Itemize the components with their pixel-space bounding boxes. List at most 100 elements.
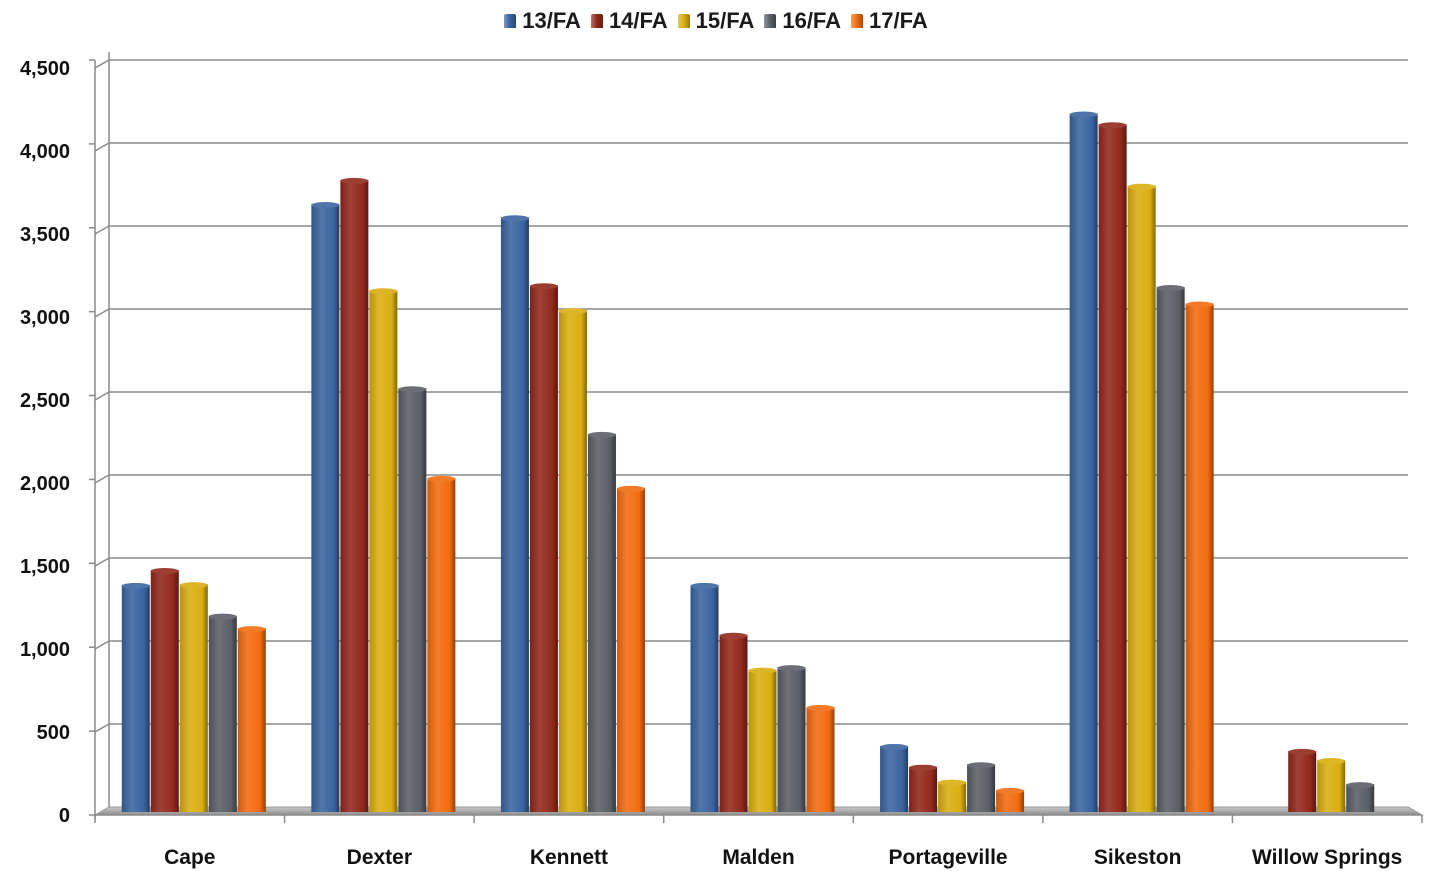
gridline-diagonal <box>94 308 110 318</box>
bar <box>748 669 777 812</box>
bar-cap <box>208 613 237 620</box>
bar-cap <box>996 787 1025 794</box>
legend-item-14fa: 14/FA <box>590 8 668 34</box>
bar-cap <box>777 665 806 672</box>
bar-cap <box>311 201 340 208</box>
bar-cap <box>806 704 835 711</box>
bar <box>1346 784 1375 812</box>
legend-item-16fa: 16/FA <box>764 8 841 34</box>
bar <box>909 766 938 812</box>
bar <box>1098 124 1127 812</box>
y-tick-label: 3,000 <box>20 307 70 329</box>
bar-cap <box>121 582 150 589</box>
bar-cap <box>967 762 996 769</box>
y-tick-label: 1,500 <box>20 556 70 578</box>
legend-swatch-15fa <box>677 14 690 28</box>
bar-cap <box>1288 748 1317 755</box>
bar <box>150 569 179 812</box>
bar <box>369 290 398 812</box>
bar <box>1317 760 1346 812</box>
bar <box>719 634 748 812</box>
bar <box>587 433 616 812</box>
bar-cap <box>587 431 616 438</box>
legend-swatch-16fa <box>764 14 777 28</box>
legend-item-15fa: 15/FA <box>677 8 755 34</box>
bar-cap <box>237 626 266 633</box>
bar-cap <box>690 582 719 589</box>
bar-cap <box>1346 782 1375 789</box>
gridline-diagonal <box>94 225 110 235</box>
bar <box>616 487 645 812</box>
bar-cap <box>1098 122 1127 129</box>
x-axis-labels: Cape Dexter Kennett Malden Portageville Sikes… <box>164 846 1402 869</box>
y-tick-label: 4,000 <box>20 141 70 163</box>
bar <box>398 388 427 812</box>
bar <box>690 584 719 812</box>
bar <box>427 477 456 812</box>
bar-cap <box>880 743 909 750</box>
gridline-diagonal <box>94 59 110 69</box>
gridline-diagonal <box>94 391 110 401</box>
bar-cap <box>529 283 558 290</box>
bar <box>967 764 996 812</box>
bar <box>1288 750 1317 812</box>
bar <box>237 628 266 812</box>
bar <box>311 203 340 812</box>
gridline-diagonal <box>94 723 110 733</box>
bar-cap <box>558 308 587 315</box>
bar <box>777 667 806 812</box>
bar <box>1156 286 1185 813</box>
legend-label-16fa: 16/FA <box>782 8 842 33</box>
bar-cap <box>398 386 427 393</box>
y-tick-label: 3,500 <box>20 224 70 246</box>
gridline-diagonal <box>94 640 110 650</box>
bar <box>996 789 1025 812</box>
legend-label-13fa: 13/FA <box>522 8 581 33</box>
legend-label-14fa: 14/FA <box>608 8 668 33</box>
y-tick-label: 0 <box>59 805 70 827</box>
bar-cap <box>1185 301 1214 308</box>
bar-cap <box>909 764 938 771</box>
gridline-diagonal <box>94 142 110 152</box>
legend-swatch-17fa <box>851 14 864 28</box>
legend-label-15fa: 15/FA <box>695 8 755 33</box>
legend-swatch-13fa <box>504 14 517 28</box>
bar-cap <box>340 177 369 184</box>
legend-swatch-14fa <box>590 14 603 28</box>
bar <box>1127 185 1156 812</box>
bar-cap <box>616 485 645 492</box>
y-tick-label: 500 <box>37 722 70 744</box>
bar <box>121 584 150 812</box>
bar-cap <box>500 215 529 222</box>
gridline-diagonal <box>94 474 110 484</box>
legend-item-17fa: 17/FA <box>851 8 928 34</box>
y-tick-label: 2,000 <box>20 473 70 495</box>
bar-cap <box>427 475 456 482</box>
bar-cap <box>1127 183 1156 190</box>
bar <box>208 615 237 812</box>
bar <box>1185 303 1214 812</box>
legend-label-17fa: 17/FA <box>869 8 928 33</box>
y-tick-label: 2,500 <box>20 390 70 412</box>
bar-cap <box>1317 758 1346 765</box>
x-tick-label: Sikeston <box>1094 846 1182 869</box>
bar <box>880 745 909 812</box>
bar <box>179 584 208 812</box>
bar-cap <box>179 582 208 589</box>
bar-cap <box>719 632 748 639</box>
bar <box>529 285 558 812</box>
bar-cap <box>938 779 967 786</box>
x-tick-label: Malden <box>722 846 794 869</box>
x-tick-label: Cape <box>164 846 215 869</box>
bar-cap <box>150 567 179 574</box>
gridline-diagonal <box>94 557 110 567</box>
bar-cap <box>1156 284 1185 291</box>
x-tick-label: Portageville <box>889 846 1008 869</box>
bar <box>340 179 369 812</box>
x-tick-label: Dexter <box>347 846 412 869</box>
bar <box>938 781 967 812</box>
bar-cap <box>369 288 398 295</box>
y-tick-label: 1,000 <box>20 639 70 661</box>
bar <box>500 217 529 813</box>
